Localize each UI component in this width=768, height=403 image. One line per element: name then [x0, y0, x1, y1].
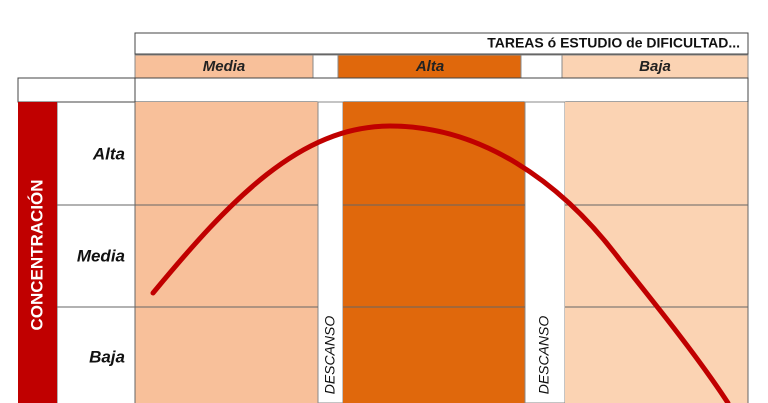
side-label: CONCENTRACIÓN	[27, 179, 46, 330]
column-label: Alta	[415, 58, 444, 75]
header-cell	[134, 32, 749, 55]
row-label: Media	[77, 246, 125, 265]
rest-label: DESCANSO	[322, 316, 338, 395]
row-label: Alta	[92, 144, 125, 163]
column-gap	[520, 54, 563, 79]
blank-cell	[134, 77, 749, 103]
blank-cell	[17, 77, 136, 103]
column-label: Media	[203, 58, 246, 75]
rest-column	[524, 101, 566, 403]
alta-column	[343, 102, 525, 403]
concentration-curve	[150, 123, 731, 403]
header-title: TAREAS ó ESTUDIO de DIFICULTAD...	[487, 35, 740, 51]
column-gap	[312, 54, 339, 79]
rest-column	[317, 101, 344, 403]
side-bar	[18, 102, 57, 403]
baja-column	[565, 102, 748, 403]
media-column	[135, 102, 318, 403]
column-label: Baja	[639, 58, 671, 75]
rest-label: DESCANSO	[536, 316, 552, 395]
row-label: Baja	[89, 347, 125, 366]
